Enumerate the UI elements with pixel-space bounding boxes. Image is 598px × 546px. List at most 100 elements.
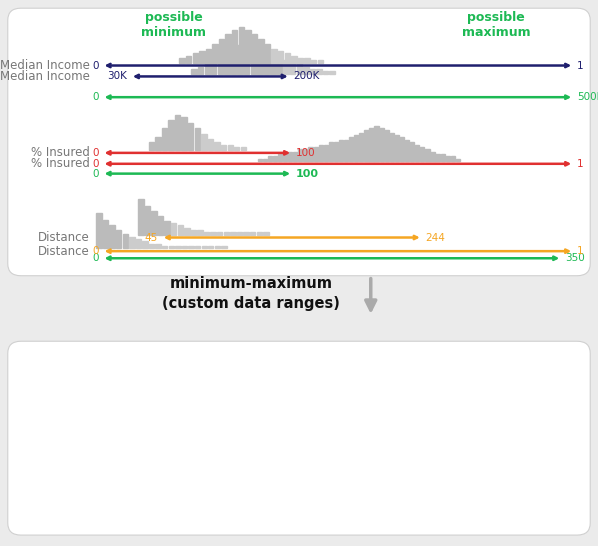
Bar (344, 140, 348, 161)
Bar (456, 159, 460, 161)
Bar (385, 130, 389, 161)
Bar (252, 34, 257, 63)
Bar (237, 233, 242, 235)
Bar (155, 244, 161, 248)
Text: possible
minimum: possible minimum (141, 11, 206, 39)
Bar (239, 27, 244, 63)
Bar (288, 152, 292, 161)
Bar (240, 147, 246, 150)
Text: 0: 0 (92, 253, 99, 263)
Bar (278, 154, 282, 161)
Bar (211, 62, 216, 74)
Text: 1: 1 (577, 61, 584, 70)
Bar (290, 62, 295, 74)
Bar (244, 40, 249, 74)
Bar (329, 142, 333, 161)
Bar (405, 140, 409, 161)
Bar (303, 67, 309, 74)
Bar (271, 49, 277, 63)
Bar (155, 136, 160, 150)
Bar (309, 147, 313, 161)
Bar (215, 246, 220, 248)
Bar (263, 233, 269, 235)
Bar (149, 244, 154, 248)
Bar (179, 58, 185, 63)
Bar (231, 50, 236, 74)
Bar (232, 29, 237, 63)
Bar (264, 45, 269, 74)
Bar (142, 241, 148, 248)
Bar (129, 236, 135, 248)
Bar (228, 145, 233, 150)
Text: Median Income: Median Income (0, 59, 90, 72)
Bar (263, 159, 267, 161)
Bar (138, 199, 144, 235)
FancyBboxPatch shape (8, 8, 590, 276)
Bar (169, 120, 174, 150)
Bar (339, 140, 343, 161)
Bar (221, 246, 227, 248)
Bar (323, 72, 328, 74)
Bar (205, 64, 210, 74)
Text: 0: 0 (92, 92, 99, 102)
Text: 200K: 200K (294, 72, 320, 81)
Text: Distance: Distance (38, 231, 90, 244)
Bar (182, 246, 187, 248)
Bar (283, 154, 287, 161)
Bar (435, 154, 440, 161)
Bar (410, 142, 414, 161)
Text: 100: 100 (296, 148, 316, 158)
Text: % Insured: % Insured (31, 146, 90, 159)
Bar (188, 246, 194, 248)
Bar (310, 69, 315, 74)
Text: Median Income: Median Income (0, 70, 90, 83)
Bar (370, 128, 374, 161)
Bar (257, 233, 262, 235)
Bar (258, 39, 264, 63)
Text: % Insured: % Insured (31, 157, 90, 170)
Bar (349, 138, 353, 161)
Bar (109, 225, 115, 248)
Bar (250, 233, 255, 235)
Bar (318, 61, 323, 63)
Bar (191, 69, 197, 74)
Bar (425, 149, 429, 161)
Bar (415, 145, 419, 161)
Bar (395, 135, 399, 161)
Bar (164, 221, 170, 235)
Bar (201, 134, 207, 150)
Bar (217, 233, 222, 235)
Bar (374, 126, 379, 161)
Bar (175, 115, 181, 150)
Bar (304, 58, 310, 63)
Bar (400, 138, 404, 161)
Text: 30K: 30K (107, 72, 127, 81)
Bar (210, 233, 216, 235)
Text: 100: 100 (296, 169, 319, 179)
Text: (custom data ranges): (custom data ranges) (162, 295, 340, 311)
Bar (224, 233, 229, 235)
Bar (169, 246, 174, 248)
Text: 1: 1 (577, 246, 584, 256)
Bar (186, 56, 191, 63)
Bar (329, 72, 335, 74)
Bar (206, 49, 211, 63)
Text: possible
maximum: possible maximum (462, 11, 530, 39)
Bar (103, 220, 108, 248)
Text: 350: 350 (565, 253, 585, 263)
Text: minimum-maximum: minimum-maximum (170, 276, 332, 292)
Text: 500K: 500K (577, 92, 598, 102)
Bar (204, 233, 209, 235)
Bar (202, 246, 207, 248)
Bar (298, 58, 303, 63)
Bar (324, 145, 328, 161)
Bar (258, 159, 262, 161)
Bar (285, 54, 290, 63)
Bar (199, 51, 205, 63)
Bar (268, 156, 272, 161)
Bar (195, 246, 200, 248)
Bar (188, 123, 194, 150)
Bar (316, 69, 322, 74)
Bar (195, 128, 200, 150)
Bar (234, 147, 239, 150)
